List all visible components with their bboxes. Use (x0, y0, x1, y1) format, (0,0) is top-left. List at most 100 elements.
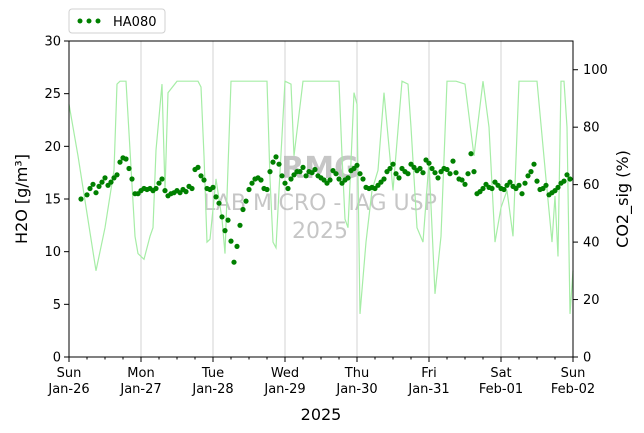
data-point-ha080 (219, 214, 225, 220)
data-point-ha080 (381, 176, 387, 182)
y-right-tick-label: 20 (583, 293, 600, 308)
y-right-tick-label: 80 (583, 121, 600, 136)
data-point-ha080 (159, 176, 165, 182)
x-tick-label-day: Sat (490, 366, 511, 381)
x-tick-label-date: Jan-31 (407, 382, 449, 397)
x-tick-label-date: Jan-30 (335, 382, 377, 397)
legend-marker-2 (86, 18, 92, 24)
data-point-ha080 (228, 238, 234, 244)
x-tick-label-date: Feb-01 (479, 382, 523, 397)
legend-box (68, 8, 166, 34)
data-point-ha080 (276, 161, 282, 167)
y-left-tick-label: 25 (44, 87, 61, 102)
data-point-ha080 (489, 185, 495, 192)
data-point-ha080 (327, 177, 333, 183)
data-point-ha080 (336, 176, 342, 182)
y-left-tick-label: 20 (44, 140, 61, 155)
y-right-tick-label: 0 (583, 351, 591, 366)
data-point-ha080 (387, 165, 393, 172)
y-right-tick-label: 60 (583, 178, 600, 193)
data-point-ha080 (237, 222, 243, 228)
x-tick-label-date: Jan-27 (119, 382, 161, 397)
x-tick-label-date: Jan-28 (191, 382, 233, 397)
series-left-layer (78, 151, 573, 265)
data-point-ha080 (153, 185, 159, 192)
data-point-ha080 (525, 173, 531, 179)
data-point-ha080 (102, 175, 108, 181)
data-point-ha080 (396, 175, 402, 181)
data-point-ha080 (450, 158, 456, 164)
x-tick-label-day: Tue (201, 366, 224, 381)
data-point-ha080 (462, 181, 468, 187)
data-point-ha080 (90, 181, 96, 187)
data-point-ha080 (354, 162, 360, 168)
y-left-tick-label: 5 (53, 298, 61, 313)
watermark: RMG LAB MICRO - IAG USP 2025 (203, 151, 437, 244)
watermark-line3: 2025 (292, 219, 348, 244)
x-grid (140, 41, 502, 357)
data-point-ha080 (480, 185, 486, 192)
legend-marker-1 (77, 18, 83, 24)
data-point-ha080 (357, 171, 363, 177)
data-point-ha080 (444, 166, 450, 173)
data-point-ha080 (273, 154, 279, 160)
legend-entry-ha080: HA080 (113, 15, 156, 30)
data-point-ha080 (249, 180, 255, 186)
data-point-ha080 (417, 165, 423, 172)
data-point-ha080 (300, 164, 306, 170)
y-right-tick-label: 100 (583, 63, 608, 78)
data-point-ha080 (522, 180, 528, 186)
data-point-ha080 (162, 188, 168, 194)
data-point-ha080 (234, 243, 240, 249)
data-point-ha080 (534, 178, 540, 184)
series-right-layer (68, 80, 574, 314)
data-point-ha080 (222, 228, 228, 234)
data-point-ha080 (333, 171, 339, 177)
x-axis-label: 2025 (301, 405, 342, 424)
legend-marker-3 (95, 18, 101, 24)
x-tick-label-day: Thu (344, 366, 369, 381)
data-point-ha080 (453, 170, 459, 176)
data-point-ha080 (393, 171, 399, 177)
y-left-axis-label: H2O [g/m³] (12, 154, 31, 244)
y-left-tick-label: 10 (44, 245, 61, 260)
data-point-ha080 (231, 259, 237, 265)
data-point-ha080 (117, 159, 123, 165)
data-point-ha080 (564, 172, 570, 178)
data-point-ha080 (123, 156, 129, 162)
data-point-ha080 (543, 182, 549, 188)
data-point-ha080 (87, 185, 93, 192)
legend: HA080 (68, 8, 166, 34)
y-left-tick-label: 30 (44, 35, 61, 50)
data-point-ha080 (345, 175, 351, 181)
data-point-ha080 (426, 160, 432, 166)
data-point-ha080 (285, 185, 291, 192)
data-point-ha080 (183, 189, 189, 195)
data-point-ha080 (360, 176, 366, 182)
data-point-ha080 (126, 165, 132, 172)
data-point-ha080 (312, 166, 318, 173)
data-point-ha080 (516, 182, 522, 188)
watermark-line2: LAB MICRO - IAG USP (203, 191, 437, 216)
data-point-ha080 (216, 200, 222, 206)
data-point-ha080 (108, 179, 114, 185)
data-point-ha080 (156, 180, 162, 186)
data-point-ha080 (210, 184, 216, 190)
data-point-ha080 (459, 177, 465, 183)
data-point-ha080 (99, 179, 105, 185)
data-point-ha080 (567, 176, 573, 182)
data-point-ha080 (189, 185, 195, 192)
data-point-ha080 (93, 190, 99, 196)
data-point-ha080 (264, 186, 270, 193)
data-point-ha080 (267, 169, 273, 175)
y-right-axis-label: CO2_sig (%) (613, 150, 633, 248)
data-point-ha080 (246, 186, 252, 193)
data-point-ha080 (390, 161, 396, 167)
data-point-ha080 (213, 194, 219, 200)
data-point-ha080 (225, 217, 231, 223)
data-point-ha080 (531, 161, 537, 167)
x-tick-label-day: Sun (57, 366, 82, 381)
y-right-tick-label: 40 (583, 236, 600, 251)
data-point-ha080 (561, 178, 567, 184)
x-tick-label-day: Fri (421, 366, 437, 381)
